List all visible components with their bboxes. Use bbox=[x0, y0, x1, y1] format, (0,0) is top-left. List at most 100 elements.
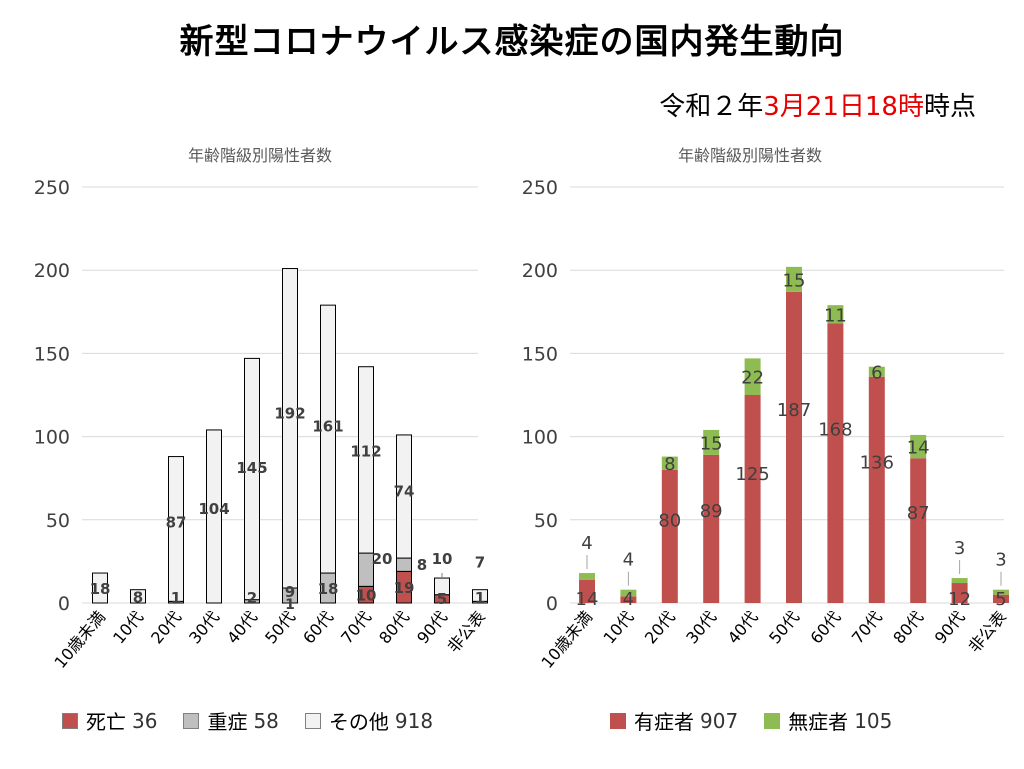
left-ytick-label-50: 50 bbox=[46, 510, 70, 532]
right-bar-無症者 bbox=[703, 429, 720, 455]
left-xtick-label: 20代 bbox=[147, 607, 185, 647]
legend-item-other: その他 918 bbox=[304, 706, 433, 735]
right-data-label-asymptomatic: 4 bbox=[581, 533, 592, 554]
legend-label-symptomatic: 有症者 bbox=[634, 710, 694, 734]
right-ytick-label-50: 50 bbox=[534, 510, 558, 532]
right-bar-無症者 bbox=[620, 589, 637, 597]
right-xtick-label: 非公表 bbox=[965, 607, 1010, 656]
left-data-label-other: 74 bbox=[394, 482, 415, 500]
left-data-label-death: 5 bbox=[437, 590, 447, 608]
left-data-label-severe: 8 bbox=[417, 556, 427, 574]
right-bar-有症者 bbox=[910, 458, 927, 603]
right-data-label-asymptomatic: 8 bbox=[664, 454, 675, 475]
right-xtick-label: 20代 bbox=[641, 607, 679, 647]
right-bar-有症者 bbox=[868, 376, 885, 603]
left-data-label-severe: 2 bbox=[247, 589, 257, 607]
legend-label-severe: 重症 bbox=[207, 710, 248, 734]
left-data-label-other: 10 bbox=[432, 550, 453, 568]
legend-total-death: 36 bbox=[132, 708, 158, 733]
right-xtick-label: 80代 bbox=[889, 607, 927, 647]
left-ytick-label-200: 200 bbox=[34, 260, 70, 282]
left-data-label-severe: 9 bbox=[285, 583, 295, 601]
right-bar-有症者 bbox=[993, 594, 1009, 603]
left-data-label-severe: 1 bbox=[171, 589, 181, 607]
right-ytick-label-150: 150 bbox=[522, 343, 558, 365]
right-bar-有症者 bbox=[703, 454, 720, 603]
legend-swatch-severe bbox=[183, 712, 200, 729]
right-xtick-label: 70代 bbox=[848, 607, 886, 647]
right-data-label-asymptomatic: 3 bbox=[995, 550, 1006, 571]
right-bar-無症者 bbox=[993, 589, 1009, 595]
right-bar-無症者 bbox=[744, 358, 761, 395]
right-data-label-symptomatic: 168 bbox=[818, 420, 852, 441]
right-data-label-symptomatic: 187 bbox=[777, 400, 811, 421]
right-ytick-label-100: 100 bbox=[522, 427, 558, 449]
left-bar-その他 bbox=[396, 434, 412, 559]
legend-swatch-other bbox=[304, 712, 321, 729]
right-bar-有症者 bbox=[620, 596, 637, 603]
as-of-date-red: 3月21日18時 bbox=[763, 92, 924, 122]
left-xtick-label: 40代 bbox=[223, 607, 261, 647]
left-xtick-label: 80代 bbox=[375, 607, 413, 647]
right-data-label-symptomatic: 89 bbox=[700, 501, 723, 522]
left-xtick-label: 60代 bbox=[299, 607, 337, 647]
left-data-label-other: 112 bbox=[350, 443, 381, 461]
legend-label-asymptomatic: 無症者 bbox=[788, 710, 849, 734]
legend-total-severe: 58 bbox=[253, 708, 279, 733]
legend-total-symptomatic: 907 bbox=[700, 708, 739, 733]
legend-total-asymptomatic: 105 bbox=[854, 708, 893, 733]
left-data-label-death: 10 bbox=[356, 587, 377, 605]
left-data-label-other: 7 bbox=[475, 554, 485, 572]
right-ytick-label-200: 200 bbox=[522, 260, 558, 282]
right-data-label-symptomatic: 87 bbox=[907, 503, 930, 524]
left-bar-その他 bbox=[358, 366, 374, 554]
legend-label-death: 死亡 bbox=[86, 710, 126, 734]
legend-label-other: その他 bbox=[328, 710, 389, 734]
right-data-label-asymptomatic: 4 bbox=[623, 550, 634, 571]
right-data-label-symptomatic: 4 bbox=[623, 589, 634, 610]
right-xtick-label: 40代 bbox=[724, 607, 762, 647]
right-bar-無症者 bbox=[910, 434, 927, 459]
right-bar-無症者 bbox=[868, 366, 885, 377]
page-title: 新型コロナウイルス感染症の国内発生動向 bbox=[179, 22, 845, 62]
legend-swatch-death bbox=[62, 712, 78, 729]
right-bar-有症者 bbox=[661, 469, 678, 603]
left-xtick-label: 70代 bbox=[337, 607, 375, 647]
legend-swatch-asymptomatic bbox=[764, 712, 781, 729]
left-bar-その他 bbox=[282, 268, 298, 589]
right-bar-有症者 bbox=[786, 291, 802, 603]
right-bar-無症者 bbox=[579, 573, 595, 580]
right-ytick-label-0: 0 bbox=[546, 593, 558, 615]
as-of-suffix: 時点 bbox=[923, 92, 976, 122]
left-bar-その他 bbox=[320, 304, 336, 574]
right-data-label-asymptomatic: 15 bbox=[700, 433, 723, 454]
right-bar-無症者 bbox=[827, 305, 844, 324]
legend-item-symptomatic: 有症者 907 bbox=[610, 706, 738, 735]
left-data-label-death-small: 1 bbox=[285, 597, 295, 613]
left-data-label-death: 19 bbox=[394, 579, 415, 597]
right-data-label-symptomatic: 14 bbox=[576, 589, 599, 610]
left-bar-その他 bbox=[206, 429, 222, 604]
right-xtick-label: 10代 bbox=[600, 607, 638, 647]
right-xtick-label: 90代 bbox=[931, 607, 969, 647]
right-data-label-symptomatic: 12 bbox=[948, 589, 971, 610]
legend-swatch-symptomatic bbox=[610, 712, 626, 729]
left-xtick-label: 10代 bbox=[109, 607, 147, 647]
left-data-label-severe: 20 bbox=[372, 550, 393, 568]
left-bar-その他 bbox=[244, 357, 260, 601]
left-bar-重症 bbox=[396, 557, 412, 572]
right-data-label-symptomatic: 136 bbox=[860, 453, 894, 474]
right-bar-有症者 bbox=[579, 579, 595, 603]
right-data-label-symptomatic: 80 bbox=[658, 510, 681, 531]
left-data-label-other: 161 bbox=[312, 418, 343, 436]
right-data-label-asymptomatic: 11 bbox=[824, 305, 847, 326]
left-xtick-label: 非公表 bbox=[444, 607, 489, 656]
left-bar-その他 bbox=[472, 589, 488, 602]
right-xtick-label: 10歳未満 bbox=[538, 607, 597, 672]
left-data-label-other: 87 bbox=[166, 514, 187, 532]
left-chart-title: 年齢階級別陽性者数 bbox=[187, 146, 332, 165]
left-xtick-label: 10歳未満 bbox=[51, 607, 110, 672]
left-xtick-label: 30代 bbox=[185, 607, 223, 647]
left-bar-その他 bbox=[92, 572, 108, 604]
left-data-label-other: 8 bbox=[133, 588, 143, 606]
